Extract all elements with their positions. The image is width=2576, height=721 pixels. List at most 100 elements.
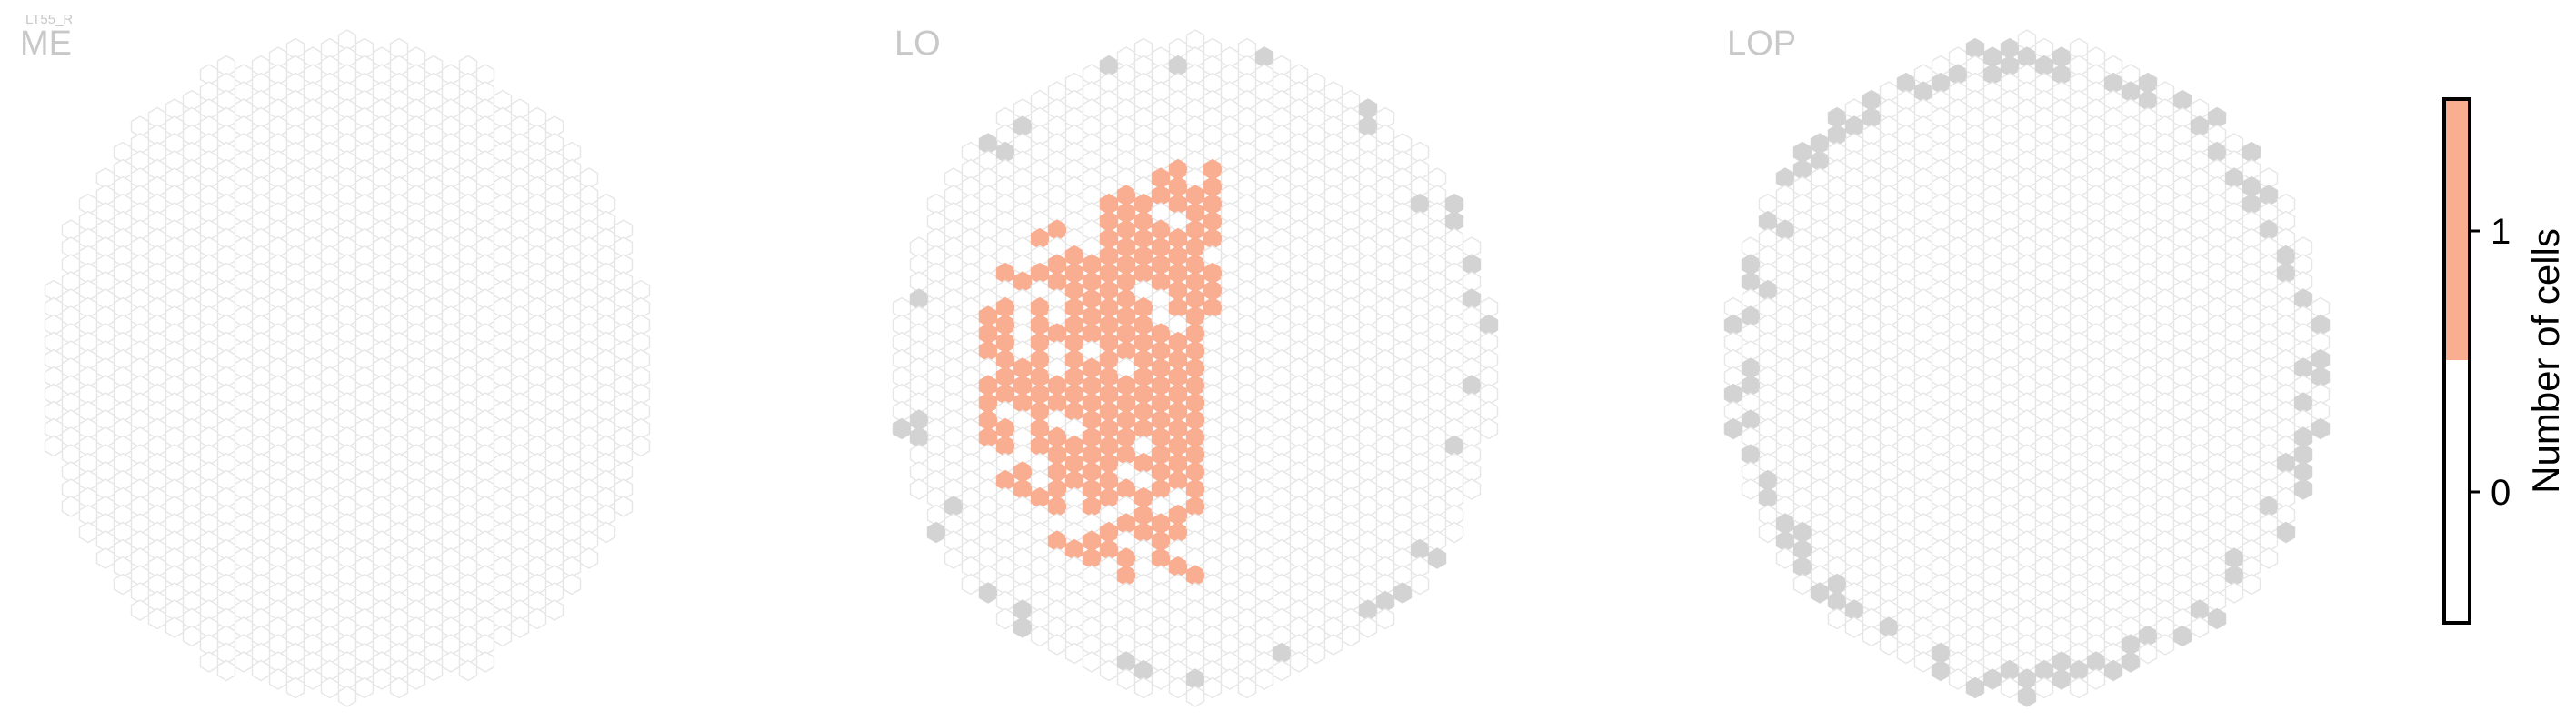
hex-cell-outside [1984,669,2002,689]
hex-cell [1950,669,1967,689]
hex-cell [1446,523,1463,543]
hex-cell [997,609,1014,629]
hex-cell [2226,583,2243,603]
hex-cell [443,652,460,672]
hex-cell-outside [1725,419,1742,439]
hex-cell [1049,635,1066,655]
hex-cell-outside [980,583,997,603]
hex-cell [270,669,287,689]
hex-cell-outside [1967,678,1984,698]
hex-cell [1742,479,1760,499]
hex-cell-outside [2295,479,2312,499]
hex-cell [1170,678,1187,698]
hex-cell-outside [928,523,945,543]
hex-cell-outside [1932,661,1950,681]
hex-cell-outside [2105,661,2122,681]
colorbar-segment-0 [2444,360,2470,623]
hex-cell-outside [1394,583,1412,603]
panel-title-lop: LOP [1727,25,1796,63]
hex-cell [2157,635,2174,655]
panel-title-lo: LO [894,25,941,63]
hex-cell [1846,617,1863,637]
hex-cell [45,436,63,456]
hex-cell [218,661,235,681]
hex-cell [477,652,494,672]
hex-cell [2088,669,2105,689]
colorbar: 1 0 Number of cells [2444,99,2567,623]
panel-title-me: ME [20,25,72,63]
hex-cell [911,479,928,499]
hex-cell [1032,626,1049,646]
hex-grid-me [45,30,650,706]
hex-cell [1881,635,1898,655]
hex-cell [1308,644,1325,664]
hex-cell [1377,609,1394,629]
hex-cell [391,678,408,698]
hex-cell [1135,678,1153,698]
hex-cell [287,678,305,698]
hex-cell [1463,479,1481,499]
hex-cell [80,523,97,543]
hex-cell [581,548,598,568]
hex-cell [1066,644,1083,664]
hex-cell [529,609,546,629]
hex-cell-outside [2122,652,2140,672]
panel-lo: LO [894,25,1498,706]
colorbar-tick-label-0: 0 [2491,473,2511,513]
colorbar-label: Number of cells [2524,228,2567,494]
hex-cell [425,661,443,681]
hex-cell [201,652,218,672]
hex-cell [460,661,477,681]
hex-cell-outside [894,419,911,439]
hex-cell-outside [2209,609,2226,629]
hex-cell [1153,669,1170,689]
hex-cell [1829,609,1846,629]
hex-cell [1239,678,1256,698]
hex-cell [1863,626,1881,646]
hex-cell [1187,686,1204,706]
hex-cell [1481,419,1498,439]
hex-cell [2140,644,2157,664]
hex-cell-outside [1812,583,1829,603]
hex-cell-outside [2312,419,2330,439]
hex-cell [339,686,356,706]
hex-cell [633,436,650,456]
hex-cell [1760,523,1777,543]
hex-cell [615,496,633,516]
hex-cell [408,669,425,689]
hex-cell [132,600,149,620]
hex-cell [374,669,391,689]
hex-cell [1360,617,1377,637]
hex-cell [1412,575,1429,595]
hex-cell [1777,548,1794,568]
hex-cell-outside [2053,669,2071,689]
hex-cell [305,669,322,689]
hex-cell [1794,575,1812,595]
colorbar-tick-label-1: 1 [2491,212,2511,252]
hex-cell [2071,678,2088,698]
hex-cell [184,626,201,646]
hex-cell [1325,635,1343,655]
hex-cell [2192,617,2209,637]
hex-cell [322,678,339,698]
hex-cell [235,652,253,672]
hex-cell [1101,661,1118,681]
hex-cell [2243,575,2261,595]
hex-cell [1222,669,1239,689]
hex-cell [1204,678,1222,698]
colorbar-segment-1 [2444,99,2470,360]
hex-cell [1343,626,1360,646]
hex-cell [1291,652,1308,672]
hex-cell [598,523,615,543]
hex-cell [97,548,115,568]
hex-cell [2002,678,2019,698]
hex-cell [166,617,184,637]
hex-cell [512,617,529,637]
hex-cell [1915,652,1932,672]
hex-cell [564,575,581,595]
hex-cell [494,626,512,646]
hex-cell-outside [1014,617,1032,637]
hex-grid-lop [1725,30,2330,706]
hex-cell [2036,678,2053,698]
